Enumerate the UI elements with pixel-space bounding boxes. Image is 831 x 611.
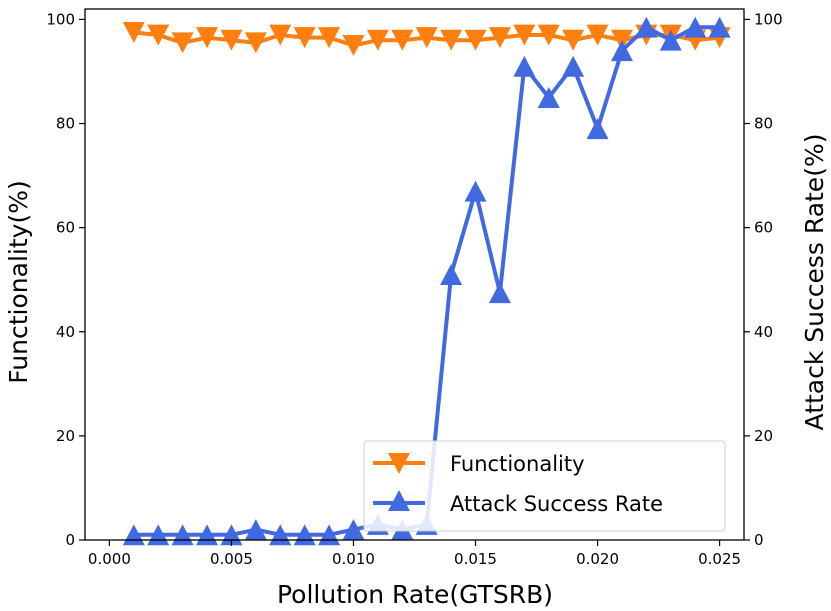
data-point-functionality <box>488 27 511 49</box>
y-right-tick-label: 20 <box>754 427 773 445</box>
x-axis-title: Pollution Rate(GTSRB) <box>277 580 553 609</box>
data-point-attack-success-rate <box>513 55 536 77</box>
y-right-tick-label: 40 <box>754 323 773 341</box>
data-point-attack-success-rate <box>684 16 707 38</box>
y-left-tick-label: 0 <box>65 531 75 549</box>
data-point-functionality <box>440 29 463 51</box>
legend: Functionality Attack Success Rate <box>363 440 726 532</box>
data-point-functionality <box>562 29 585 51</box>
y-left-tick-label: 20 <box>56 427 75 445</box>
data-point-attack-success-rate <box>244 519 267 541</box>
x-tick-label: 0.010 <box>332 550 375 568</box>
tick-layer: 0.000 0.005 0.010 0.015 0.020 0.025 0 0 20 20 40 40… <box>46 10 782 568</box>
data-point-functionality <box>147 24 170 46</box>
data-point-attack-success-rate <box>586 118 609 140</box>
data-point-attack-success-rate <box>562 55 585 77</box>
y-left-tick-label: 40 <box>56 323 75 341</box>
data-point-functionality <box>342 34 365 56</box>
data-point-functionality <box>293 27 316 49</box>
data-point-functionality <box>269 24 292 46</box>
y-left-tick-label: 100 <box>46 10 75 28</box>
data-point-functionality <box>318 27 341 49</box>
data-point-functionality <box>366 29 389 51</box>
x-tick-label: 0.025 <box>698 550 741 568</box>
y-right-tick-label: 80 <box>754 115 773 133</box>
y-left-tick-label: 80 <box>56 115 75 133</box>
y-right-tick-label: 60 <box>754 219 773 237</box>
y-right-tick-label: 100 <box>754 10 783 28</box>
legend-box <box>363 440 726 532</box>
data-point-functionality <box>513 24 536 46</box>
legend-label-functionality: Functionality <box>450 452 585 476</box>
x-tick-label: 0.020 <box>576 550 619 568</box>
legend-marker-attack-success-rate <box>388 490 410 511</box>
data-point-functionality <box>122 21 145 43</box>
data-point-functionality <box>391 29 414 51</box>
y-left-tick-label: 60 <box>56 219 75 237</box>
data-point-attack-success-rate <box>342 519 365 541</box>
y-axis-title-right: Attack Success Rate(%) <box>800 134 829 431</box>
data-point-functionality <box>415 27 438 49</box>
x-tick-label: 0.000 <box>88 550 131 568</box>
data-point-functionality <box>244 32 267 54</box>
y-right-tick-label: 0 <box>754 531 764 549</box>
y-axis-title-left: Functionality(%) <box>4 180 33 383</box>
data-point-functionality <box>171 32 194 54</box>
data-point-attack-success-rate <box>708 16 731 38</box>
legend-marker-functionality <box>388 453 410 474</box>
data-point-attack-success-rate <box>635 16 658 38</box>
data-point-attack-success-rate <box>659 29 682 51</box>
x-tick-label: 0.005 <box>210 550 253 568</box>
data-point-attack-success-rate <box>488 282 511 304</box>
data-point-attack-success-rate <box>610 40 633 62</box>
data-point-functionality <box>464 29 487 51</box>
data-point-functionality <box>196 27 219 49</box>
x-tick-label: 0.015 <box>454 550 497 568</box>
data-point-functionality <box>537 24 560 46</box>
data-point-functionality <box>220 29 243 51</box>
plot-frame <box>84 8 745 541</box>
data-point-attack-success-rate <box>440 264 463 285</box>
data-point-attack-success-rate <box>464 180 487 202</box>
legend-label-attack-success-rate: Attack Success Rate <box>450 492 663 516</box>
data-point-functionality <box>586 24 609 46</box>
data-point-attack-success-rate <box>537 87 560 108</box>
